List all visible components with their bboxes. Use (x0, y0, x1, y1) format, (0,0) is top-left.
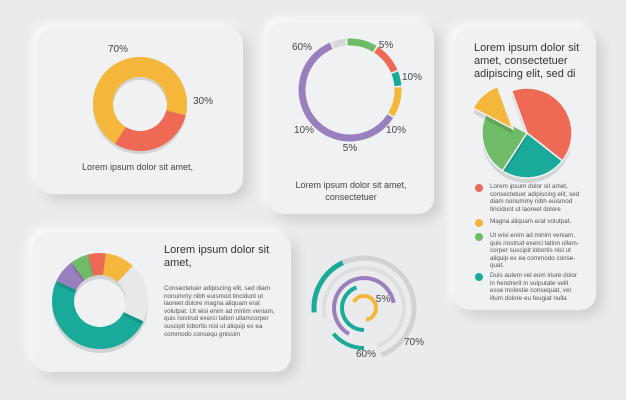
donut4-slice (117, 265, 148, 322)
legend-text: Lorem ipsum dolor sit amet, consectetuer… (490, 183, 580, 213)
card-ring (268, 22, 434, 214)
legend-text: Duis autem vel eum iriure dolor in hendr… (490, 272, 578, 302)
arc-value (331, 332, 365, 350)
donut4-slice (71, 254, 94, 281)
arc-value (351, 294, 378, 322)
arc-track (322, 266, 406, 348)
donut4-slice (102, 253, 133, 283)
ring-label: 10% (402, 72, 422, 83)
donut4-slice (52, 280, 144, 349)
ring-label: 5% (379, 40, 394, 51)
donut4-slice (87, 253, 106, 276)
donut4-slice (56, 262, 86, 291)
donut1-slice (115, 109, 186, 151)
ring-slice (374, 46, 398, 73)
pie3-slice (510, 87, 573, 162)
pie3-slice (481, 111, 529, 172)
arc-value (311, 260, 344, 313)
ring-slice (331, 38, 347, 49)
legend-dot (475, 184, 483, 192)
card-donut-text (33, 232, 291, 372)
arc-label: 70% (404, 337, 424, 348)
card2-caption: Lorem ipsum dolor sit amet, consectetuer (295, 180, 407, 202)
arc-label: 60% (356, 349, 376, 360)
ring-label: 60% (292, 42, 312, 53)
legend-text: Ut wisi enim ad minim veniam, quis nostr… (490, 232, 579, 270)
card4-title: Lorem ipsum dolor sit amet, (164, 244, 270, 269)
arc-value (332, 276, 396, 336)
card-donut-two (37, 28, 243, 194)
donut1-label: 30% (193, 96, 213, 107)
legend-dot (475, 219, 483, 227)
donut1-label: 70% (108, 44, 128, 55)
donut1-slice (93, 57, 187, 144)
legend-dot (475, 273, 483, 281)
card4-body: Consectetuer adipiscing elit, sed diam n… (164, 285, 275, 338)
pie3-slice (472, 85, 515, 131)
ring-label: 10% (294, 125, 314, 136)
legend-dot (475, 233, 483, 241)
ring-label: 5% (343, 143, 358, 154)
card1-caption: Lorem ipsum dolor sit amet, (82, 162, 194, 172)
ring-slice (347, 38, 377, 52)
ring-slice (298, 42, 394, 142)
legend-text: Magna aliquam erat volutpat. (490, 218, 572, 225)
card3-title: Lorem ipsum dolor sit amet, consectetuer… (474, 42, 580, 80)
ring-label: 10% (386, 125, 406, 136)
arc-value (340, 285, 365, 332)
arc-label: 5% (376, 294, 391, 305)
ring-slice (391, 71, 402, 87)
pie3-slice (501, 131, 564, 179)
ring-slice (388, 87, 402, 117)
